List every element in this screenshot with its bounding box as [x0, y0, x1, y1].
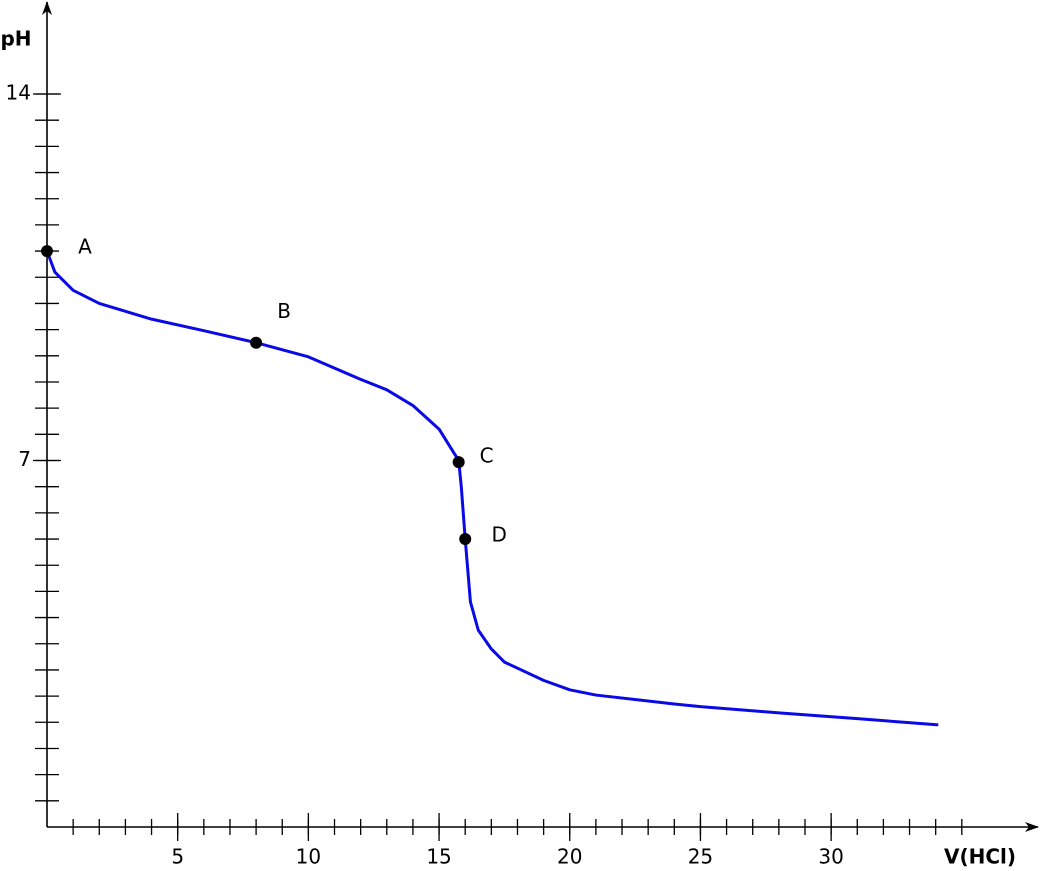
x-tick-label: 5 — [171, 845, 184, 869]
x-axis-label: V(HCl) — [944, 845, 1016, 869]
x-tick-label: 15 — [426, 845, 451, 869]
x-tick-label: 30 — [818, 845, 843, 869]
point-marker — [41, 245, 53, 258]
y-tick-label: 14 — [6, 81, 31, 105]
x-tick-label: 20 — [557, 845, 582, 869]
point-label: B — [277, 299, 291, 323]
point-label: D — [491, 523, 506, 547]
point-marker — [452, 456, 465, 469]
x-tick-label: 10 — [296, 845, 321, 869]
titration-curve — [45, 250, 939, 727]
x-tick-label: 25 — [688, 845, 713, 869]
point-label: C — [480, 444, 494, 468]
point-marker — [459, 533, 472, 546]
point-marker — [250, 336, 263, 349]
y-tick-label: 7 — [18, 447, 31, 471]
point-label: A — [78, 235, 92, 259]
y-axis-label: pH — [0, 27, 31, 51]
